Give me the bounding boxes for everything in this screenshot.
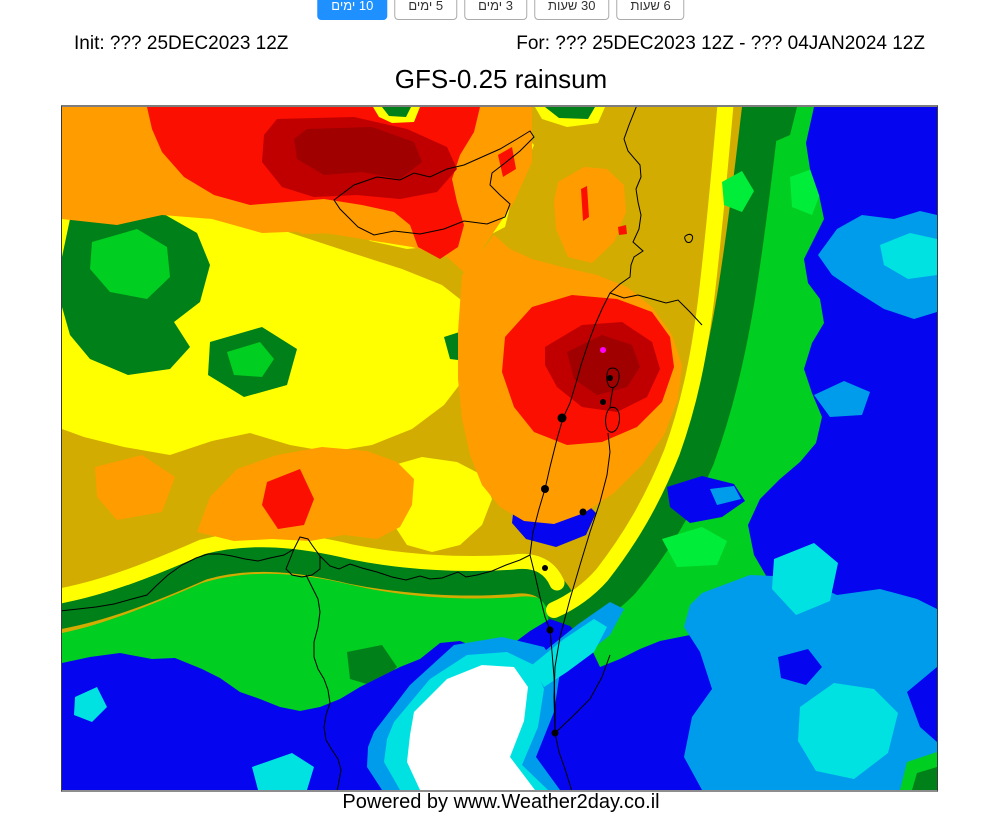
city-dot (607, 375, 613, 381)
tab-3-days[interactable]: 3 ימים (464, 0, 527, 20)
city-dot (600, 399, 606, 405)
precip-layer-overlay-islands (667, 476, 937, 790)
model-run-line: Init: ??? 25DEC2023 12Z For: ??? 25DEC20… (62, 33, 937, 55)
tab-30-hours[interactable]: 30 שעות (533, 0, 610, 20)
city-dot (542, 565, 548, 571)
precip-layer-darkest-red (294, 127, 640, 395)
tab-10-days[interactable]: 10 ימים (317, 0, 388, 20)
credit-line: Powered by www.Weather2day.co.il (342, 791, 660, 813)
page-title: GFS-0.25 rainsum (394, 64, 608, 94)
city-dot (541, 485, 549, 493)
city-dot (557, 413, 567, 423)
city-dot (579, 508, 587, 516)
init-time-label: Init: ??? 25DEC2023 12Z (74, 33, 289, 54)
city-markers (541, 347, 613, 737)
city-dot (546, 626, 554, 634)
tab-5-days[interactable]: 5 ימים (394, 0, 458, 20)
precip-layer-top-notches (373, 107, 605, 127)
precip-layer-dark-green (62, 107, 781, 639)
precip-layer-white (407, 665, 535, 790)
highlight-dot (600, 347, 606, 353)
rain-map-canvas (62, 107, 937, 790)
tab-6-hours[interactable]: 6 שעות (616, 0, 685, 20)
precip-layer-green-cores (90, 199, 454, 377)
rain-map (61, 105, 938, 792)
forecast-range-tabbar: 10 ימים 5 ימים 3 ימים 30 שעות 6 שעות (317, 0, 685, 20)
valid-time-label: For: ??? 25DEC2023 12Z - ??? 04JAN2024 1… (516, 33, 925, 54)
city-dot (551, 729, 559, 737)
